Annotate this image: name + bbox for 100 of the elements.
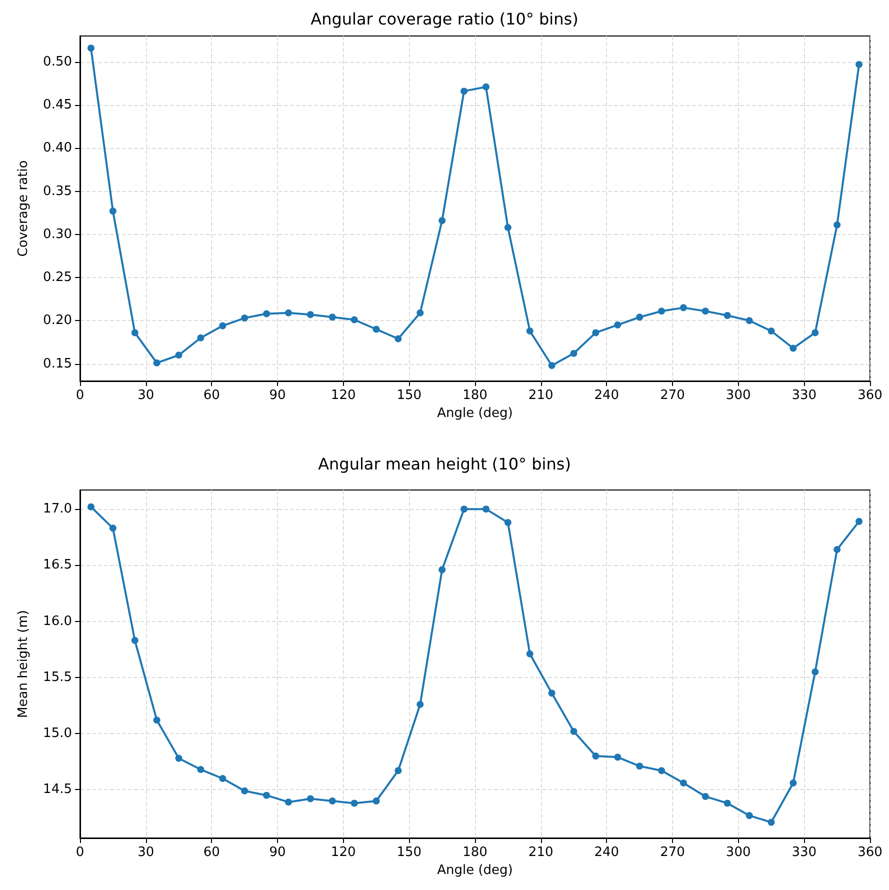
chart-title: Angular coverage ratio (10° bins) xyxy=(310,10,578,28)
point xyxy=(680,779,687,786)
y-tick-label: 15.5 xyxy=(43,670,72,685)
point xyxy=(263,310,270,318)
x-tick-label: 330 xyxy=(792,388,817,403)
point xyxy=(768,327,775,334)
point xyxy=(636,762,644,770)
y-tick-label: 0.15 xyxy=(43,356,72,372)
y-tick-label: 15.0 xyxy=(43,726,72,742)
point xyxy=(350,316,358,324)
point xyxy=(834,221,841,228)
point xyxy=(790,344,797,352)
point xyxy=(372,326,380,333)
y-tick-label: 16.5 xyxy=(43,558,72,573)
x-tick-label: 150 xyxy=(396,388,422,403)
point xyxy=(548,362,556,369)
point xyxy=(592,752,600,760)
point xyxy=(724,800,731,807)
point xyxy=(746,317,753,324)
point xyxy=(350,800,358,807)
point xyxy=(131,329,138,336)
x-tick-label: 90 xyxy=(269,845,286,860)
y-tick-label: 17.0 xyxy=(43,502,72,517)
point xyxy=(570,350,578,357)
point xyxy=(614,754,622,761)
x-tick-label: 360 xyxy=(858,388,882,403)
x-tick-label: 60 xyxy=(203,388,220,403)
point xyxy=(614,321,622,328)
y-tick-label: 0.30 xyxy=(43,226,72,242)
y-tick-label: 0.20 xyxy=(43,313,72,328)
point xyxy=(175,352,182,359)
point xyxy=(306,311,314,318)
x-tick-label: 330 xyxy=(792,845,817,860)
point xyxy=(460,88,468,95)
point xyxy=(175,754,182,762)
point xyxy=(416,309,424,316)
x-tick-label: 30 xyxy=(138,845,154,860)
point xyxy=(812,329,819,336)
point xyxy=(834,546,841,553)
point xyxy=(746,812,753,820)
point xyxy=(241,787,248,794)
x-tick-label: 180 xyxy=(462,845,488,860)
point xyxy=(658,308,666,315)
point xyxy=(87,503,94,510)
chart-title: Angular mean height (10° bins) xyxy=(318,454,571,474)
point xyxy=(219,775,226,782)
point xyxy=(504,519,512,526)
x-tick-label: 180 xyxy=(462,388,488,403)
point xyxy=(702,792,709,800)
point xyxy=(856,60,863,68)
point xyxy=(504,224,512,231)
point xyxy=(241,314,248,322)
point xyxy=(526,650,534,658)
point xyxy=(482,83,490,90)
x-tick-label: 240 xyxy=(594,845,620,860)
point xyxy=(263,792,270,799)
point xyxy=(197,334,204,342)
point xyxy=(724,312,731,319)
y-tick-label: 0.35 xyxy=(43,184,72,199)
x-tick-label: 240 xyxy=(594,388,620,403)
x-tick-label: 210 xyxy=(528,388,554,403)
y-tick-label: 16.0 xyxy=(43,614,72,629)
point xyxy=(438,217,446,224)
point xyxy=(702,308,709,315)
point xyxy=(658,767,666,774)
point xyxy=(768,818,775,826)
y-axis-title: Mean height (m) xyxy=(16,610,31,718)
x-tick-label: 120 xyxy=(330,845,356,860)
point xyxy=(219,322,226,330)
point xyxy=(548,690,556,697)
x-tick-label: 300 xyxy=(726,845,751,860)
point xyxy=(306,795,314,802)
point xyxy=(394,335,402,342)
x-tick-label: 150 xyxy=(396,845,422,860)
y-tick-label: 0.25 xyxy=(43,270,72,285)
point xyxy=(197,766,204,774)
point xyxy=(460,506,468,513)
point xyxy=(790,779,797,786)
x-tick-label: 120 xyxy=(330,388,356,403)
x-tick-label: 60 xyxy=(203,845,220,860)
point xyxy=(131,636,138,644)
point xyxy=(372,797,380,804)
y-tick-label: 0.40 xyxy=(43,140,72,156)
point xyxy=(394,767,402,774)
point xyxy=(109,208,116,215)
y-tick-label: 0.50 xyxy=(43,54,72,70)
x-tick-label: 30 xyxy=(138,388,154,403)
point xyxy=(153,716,160,724)
point xyxy=(592,329,600,336)
point xyxy=(284,798,292,806)
point xyxy=(153,359,160,366)
point xyxy=(482,506,490,513)
x-tick-label: 210 xyxy=(528,845,554,860)
x-tick-label: 300 xyxy=(726,388,751,403)
y-axis-title: Coverage ratio xyxy=(16,160,31,257)
x-axis-title: Angle (deg) xyxy=(437,406,513,421)
y-tick-label: 0.45 xyxy=(43,98,72,112)
point xyxy=(328,797,336,804)
point xyxy=(284,309,292,316)
point xyxy=(636,314,644,321)
